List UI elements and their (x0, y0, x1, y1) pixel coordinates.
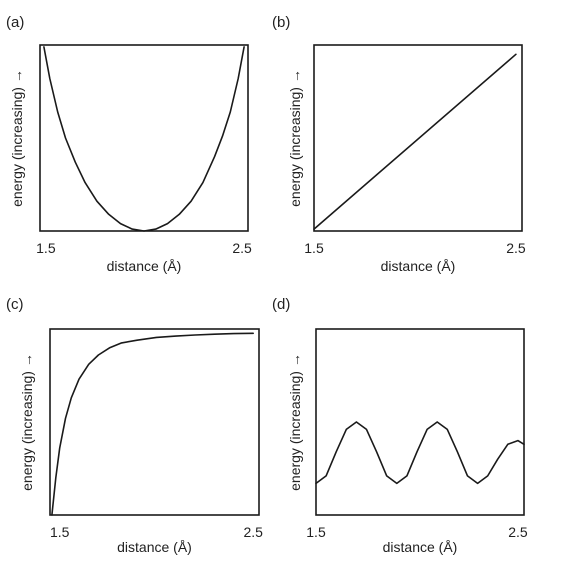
panel-d-y-axis-label: energy (increasing) → (287, 353, 303, 491)
panel-d-xtick-label: 2.5 (508, 524, 528, 540)
panel-c-plot-frame (49, 328, 260, 516)
panel-b-xtick-label: 2.5 (506, 240, 526, 256)
panel-c-x-axis-label: distance (Å) (117, 539, 192, 555)
panel-b: (b) 1.5 2.5 distance (Å) energy (increasing)… (272, 14, 526, 274)
panel-a-xtick-label: 2.5 (232, 240, 252, 256)
panel-a-plot-frame (39, 44, 249, 232)
panel-b-xtick-label: 1.5 (304, 240, 324, 256)
panel-d-x-axis-label: distance (Å) (383, 539, 458, 555)
panel-b-x-axis-label: distance (Å) (381, 258, 456, 274)
panel-a-xtick-label: 1.5 (36, 240, 56, 256)
panel-c-xtick-label: 1.5 (50, 524, 70, 540)
panel-a: (a) 1.5 2.5 distance (Å) energy (increasing)… (6, 14, 252, 274)
panel-c-label: (c) (6, 296, 24, 313)
panel-d-label: (d) (272, 296, 290, 313)
panel-a-energy-curve (43, 46, 245, 232)
panel-d-energy-curve (315, 421, 525, 485)
panel-a-y-axis-label: energy (increasing) → (9, 69, 25, 207)
panel-b-plot-frame (313, 44, 523, 232)
panel-b-energy-curve (313, 53, 517, 230)
panel-c-xtick-label: 2.5 (243, 524, 263, 540)
panel-d-xtick-label: 1.5 (306, 524, 326, 540)
panel-b-y-axis-label: energy (increasing) → (287, 69, 303, 207)
panel-d: (d) 1.5 2.5 distance (Å) energy (increasing)… (272, 296, 528, 555)
panel-a-label: (a) (6, 14, 24, 31)
panel-a-x-axis-label: distance (Å) (107, 258, 182, 274)
panel-b-label: (b) (272, 14, 290, 31)
panel-d-plot-frame (315, 328, 525, 516)
panel-c-energy-curve (51, 332, 254, 516)
panel-c-y-axis-label: energy (increasing) → (19, 353, 35, 491)
panel-c: (c) 1.5 2.5 distance (Å) energy (increasing)… (6, 296, 263, 555)
